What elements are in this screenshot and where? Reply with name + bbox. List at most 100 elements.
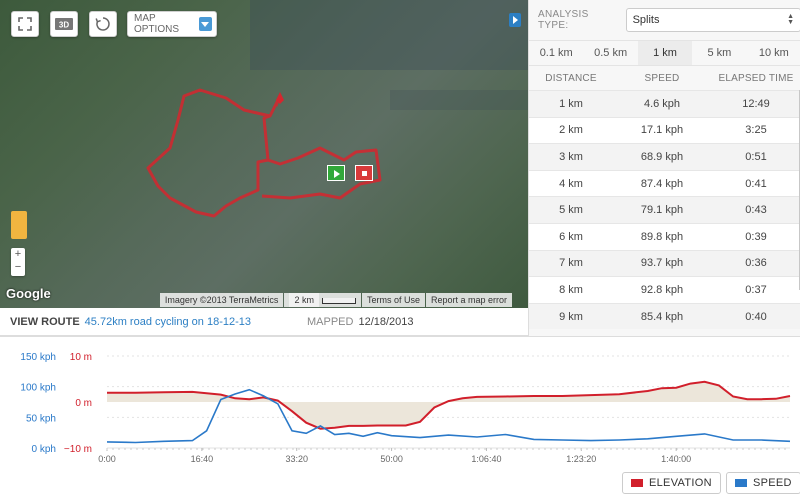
split-speed: 87.4 kph bbox=[640, 177, 684, 190]
route-link[interactable]: 45.72km road cycling on 18-12-13 bbox=[84, 315, 251, 328]
col-elapsed-time: ELAPSED TIME bbox=[718, 72, 794, 84]
speed-toggle-button[interactable]: SPEED bbox=[726, 472, 800, 494]
split-speed: 4.6 kph bbox=[643, 97, 681, 110]
split-distance: 2 km bbox=[559, 124, 583, 137]
chevron-down-icon bbox=[198, 17, 212, 31]
speed-tick-label: 100 kph bbox=[20, 383, 56, 394]
scale-label: 2 km bbox=[289, 293, 319, 307]
splits-table-header: DISTANCE SPEED ELAPSED TIME bbox=[529, 66, 800, 90]
split-elapsed-time: 0:37 bbox=[745, 283, 767, 296]
imagery-credit: Imagery ©2013 TerraMetrics bbox=[159, 293, 284, 307]
elevation-swatch bbox=[631, 479, 643, 487]
split-speed: 89.8 kph bbox=[640, 230, 684, 243]
replay-icon bbox=[95, 17, 110, 31]
elevation-tick-label: 10 m bbox=[70, 352, 92, 363]
report-error-link[interactable]: Report a map error bbox=[425, 293, 512, 307]
table-row: 1 km 4.6 kph 12:49 bbox=[529, 90, 800, 117]
elevation-series-line bbox=[107, 380, 791, 430]
collapse-panel-button[interactable] bbox=[509, 13, 521, 27]
x-tick-label: 16:40 bbox=[191, 454, 214, 464]
split-speed: 68.9 kph bbox=[640, 150, 684, 163]
analysis-type-label: ANALYSIS TYPE: bbox=[538, 9, 589, 31]
zoom-in-button[interactable]: + bbox=[14, 248, 22, 260]
terms-link[interactable]: Terms of Use bbox=[361, 293, 425, 307]
speed-tick-label: 150 kph bbox=[20, 352, 56, 363]
elevation-toggle-label: ELEVATION bbox=[649, 477, 712, 489]
analysis-type-select[interactable]: Splits ▲ ▼ bbox=[625, 8, 800, 32]
split-distance: 8 km bbox=[559, 283, 583, 296]
split-distance: 3 km bbox=[559, 150, 583, 163]
table-row: 5 km 79.1 kph 0:43 bbox=[529, 196, 800, 223]
split-speed: 92.8 kph bbox=[640, 283, 684, 296]
start-marker-icon[interactable] bbox=[327, 165, 345, 181]
select-arrows-icon: ▲ ▼ bbox=[787, 13, 794, 26]
analysis-panel: ANALYSIS TYPE: Splits ▲ ▼ 0.1 km 0.5 km 1 k… bbox=[528, 0, 800, 336]
split-distance: 6 km bbox=[559, 230, 583, 243]
x-tick-label: 1:06:40 bbox=[471, 454, 501, 464]
tab-split-0[interactable]: 0.1 km bbox=[539, 47, 573, 59]
split-elapsed-time: 0:36 bbox=[745, 257, 767, 270]
svg-text:3D: 3D bbox=[59, 21, 69, 30]
elevation-area bbox=[107, 381, 790, 429]
speed-tick-label: 0 kph bbox=[32, 444, 56, 455]
split-elapsed-time: 0:41 bbox=[745, 177, 767, 190]
3d-icon: 3D bbox=[55, 18, 73, 30]
map-scale: 2 km bbox=[284, 293, 361, 307]
tab-split-3[interactable]: 5 km bbox=[707, 47, 732, 59]
tab-split-1[interactable]: 0.5 km bbox=[594, 47, 628, 59]
replay-route-button[interactable] bbox=[89, 11, 117, 37]
split-distance: 4 km bbox=[559, 177, 583, 190]
analysis-type-value: Splits bbox=[632, 14, 660, 26]
split-distance: 5 km bbox=[559, 204, 583, 217]
table-row: 9 km 85.4 kph 0:40 bbox=[529, 302, 800, 330]
table-row: 7 km 93.7 kph 0:36 bbox=[529, 249, 800, 277]
splits-table-body: 1 km 4.6 kph 12:49 2 km 17.1 kph 3:25 3 km 68.9… bbox=[529, 90, 800, 330]
split-distance: 9 km bbox=[559, 310, 583, 323]
map-attribution: Imagery ©2013 TerraMetrics 2 km Terms of… bbox=[159, 293, 512, 307]
route-line bbox=[146, 88, 382, 218]
tab-split-2[interactable]: 1 km bbox=[637, 41, 693, 65]
x-tick-label: 50:00 bbox=[380, 454, 403, 464]
map-options-dropdown[interactable]: MAP OPTIONS bbox=[127, 11, 217, 37]
speed-tick-label: 50 kph bbox=[26, 413, 56, 424]
end-marker-icon[interactable] bbox=[355, 165, 373, 181]
route-caption: VIEW ROUTE 45.72km road cycling on 18-12… bbox=[0, 308, 528, 336]
3d-view-button[interactable]: 3D bbox=[50, 11, 78, 37]
table-row: 3 km 68.9 kph 0:51 bbox=[529, 143, 800, 170]
mapped-label: MAPPED bbox=[307, 315, 354, 328]
analysis-type-row: ANALYSIS TYPE: Splits ▲ ▼ bbox=[529, 0, 800, 40]
table-row: 2 km 17.1 kph 3:25 bbox=[529, 116, 800, 144]
x-tick-label: 1:23:20 bbox=[566, 454, 596, 464]
split-distance: 7 km bbox=[559, 257, 583, 270]
view-route-label: VIEW ROUTE bbox=[10, 315, 80, 328]
route-map[interactable]: 3D MAP OPTIONS + − Google Imagery ©2013 … bbox=[0, 0, 528, 308]
chart-svg: 150 kph 100 kph 50 kph 0 kph 10 m 0 m −10 m 0:0… bbox=[20, 352, 791, 464]
split-speed: 85.4 kph bbox=[640, 310, 684, 323]
split-elapsed-time: 0:43 bbox=[745, 204, 767, 217]
elevation-toggle-button[interactable]: ELEVATION bbox=[622, 472, 721, 494]
speed-swatch bbox=[735, 479, 747, 487]
speed-series-line bbox=[106, 388, 791, 444]
split-speed: 93.7 kph bbox=[640, 257, 684, 270]
tab-split-4[interactable]: 10 km bbox=[758, 47, 789, 59]
x-tick-label: 1:40:00 bbox=[661, 454, 691, 464]
speed-toggle-label: SPEED bbox=[753, 477, 792, 489]
col-speed: SPEED bbox=[644, 72, 680, 84]
split-distance: 1 km bbox=[559, 97, 583, 110]
table-row: 6 km 89.8 kph 0:39 bbox=[529, 222, 800, 250]
mapped-date: 12/18/2013 bbox=[358, 315, 414, 328]
x-tick-label: 0:00 bbox=[98, 454, 116, 464]
split-elapsed-time: 3:25 bbox=[745, 124, 767, 137]
zoom-control[interactable]: + − bbox=[11, 248, 25, 276]
fullscreen-button[interactable] bbox=[11, 11, 39, 37]
map-options-label: MAP OPTIONS bbox=[134, 13, 180, 35]
elevation-speed-chart: 150 kph 100 kph 50 kph 0 kph 10 m 0 m −10 m 0:0… bbox=[0, 336, 800, 504]
elevation-tick-label: −10 m bbox=[64, 444, 92, 455]
col-distance: DISTANCE bbox=[545, 72, 597, 84]
scale-bar bbox=[321, 297, 356, 304]
split-elapsed-time: 0:51 bbox=[745, 150, 767, 163]
split-distance-tabs: 0.1 km 0.5 km 1 km 5 km 10 km bbox=[529, 40, 800, 66]
zoom-out-button[interactable]: − bbox=[14, 261, 22, 273]
street-view-pegman-icon[interactable] bbox=[11, 211, 27, 239]
split-elapsed-time: 12:49 bbox=[742, 97, 770, 110]
